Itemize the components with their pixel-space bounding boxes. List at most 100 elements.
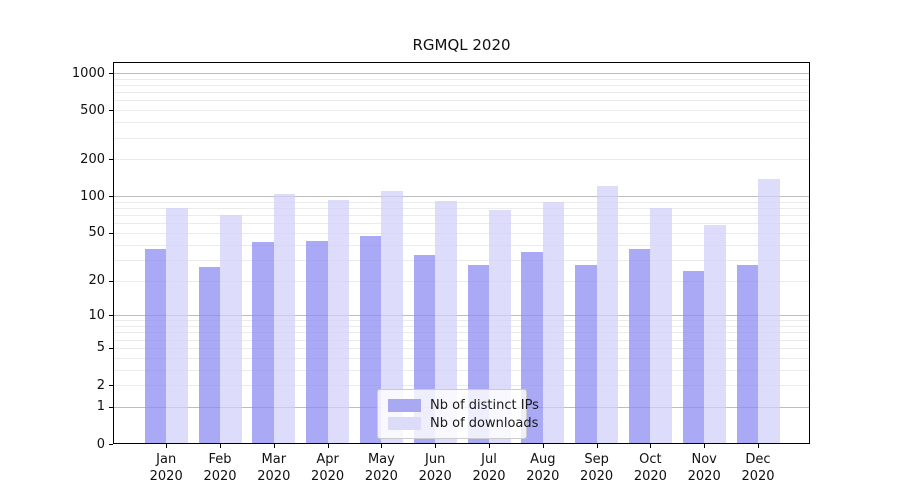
downloads-bar	[435, 200, 457, 444]
y-tick-mark	[109, 73, 113, 74]
minor-gridline	[114, 280, 809, 282]
minor-gridline	[114, 201, 809, 203]
minor-gridline	[114, 92, 809, 94]
y-tick-mark	[109, 196, 113, 198]
downloads-bar	[166, 208, 188, 444]
major-gridline	[114, 315, 809, 317]
y-tick-label: 10	[88, 307, 105, 323]
minor-gridline	[114, 122, 809, 124]
x-tick-label: Sep 2020	[580, 452, 614, 484]
y-tick-mark	[109, 280, 113, 282]
minor-gridline	[114, 110, 809, 112]
x-tick-label: Aug 2020	[526, 452, 560, 484]
major-gridline	[114, 196, 809, 198]
y-tick-mark	[109, 444, 113, 445]
x-tick-label: Feb 2020	[203, 452, 237, 484]
x-tick-mark	[542, 444, 544, 448]
y-tick-label: 200	[80, 151, 105, 167]
minor-gridline	[114, 326, 809, 327]
minor-gridline	[114, 208, 809, 209]
downloads-bar	[381, 191, 403, 444]
y-tick-label: 0	[96, 436, 105, 452]
minor-gridline	[114, 78, 809, 80]
chart-title: RGMQL 2020	[412, 36, 511, 54]
minor-gridline	[114, 232, 809, 234]
y-tick-label: 1000	[71, 65, 105, 81]
downloads-bar	[327, 200, 350, 444]
legend-item-distinct-ips: Nb of distinct IPs	[388, 396, 539, 414]
minor-gridline	[114, 320, 809, 322]
legend-label: Nb of downloads	[430, 415, 539, 431]
minor-gridline	[114, 244, 809, 246]
minor-gridline	[114, 357, 809, 359]
minor-gridline	[114, 259, 809, 261]
distinct-ips-bar	[252, 242, 274, 444]
x-tick-mark	[273, 444, 275, 448]
x-tick-label: Jan 2020	[149, 452, 183, 484]
y-tick-label: 2	[96, 377, 105, 393]
x-tick-label: Apr 2020	[311, 452, 345, 484]
y-tick-mark	[109, 110, 113, 112]
y-tick-mark	[109, 159, 113, 161]
downloads-bar	[704, 225, 726, 444]
downloads-bar	[489, 210, 511, 444]
distinct-ips-bar	[306, 240, 328, 444]
distinct-ips-bar	[359, 236, 382, 444]
x-tick-mark	[596, 444, 598, 448]
minor-gridline	[114, 332, 809, 334]
x-tick-label: May 2020	[364, 452, 398, 484]
x-tick-mark	[220, 444, 221, 448]
major-gridline	[114, 73, 809, 74]
minor-gridline	[114, 100, 809, 102]
minor-gridline	[114, 159, 809, 161]
distinct-ips-bar	[628, 248, 651, 444]
x-tick-mark	[166, 444, 168, 448]
minor-gridline	[114, 385, 809, 386]
distinct-ips-bar	[198, 267, 220, 444]
x-tick-mark	[650, 444, 652, 448]
x-tick-label: Oct 2020	[633, 452, 667, 484]
x-tick-mark	[758, 444, 759, 448]
y-tick-mark	[109, 315, 113, 317]
plot-area-border	[113, 62, 810, 444]
y-tick-mark	[109, 347, 113, 349]
x-tick-label: Nov 2020	[687, 452, 721, 484]
downloads-bar	[758, 179, 780, 444]
distinct-ips-bar	[575, 265, 597, 444]
minor-gridline	[114, 85, 809, 86]
minor-gridline	[114, 369, 809, 371]
x-tick-mark	[435, 444, 437, 448]
downloads-swatch	[388, 416, 421, 430]
x-tick-label: Jun 2020	[418, 452, 452, 484]
downloads-bar	[273, 193, 296, 444]
y-tick-mark	[109, 232, 113, 234]
x-tick-label: Dec 2020	[741, 452, 775, 484]
downloads-bar	[220, 215, 242, 444]
minor-gridline	[114, 339, 809, 341]
x-tick-mark	[704, 444, 706, 448]
y-tick-mark	[109, 385, 113, 386]
downloads-bar	[650, 208, 672, 444]
x-tick-label: Mar 2020	[257, 452, 291, 484]
y-tick-label: 500	[80, 102, 105, 118]
downloads-bar	[596, 186, 619, 444]
y-tick-label: 5	[96, 340, 105, 356]
y-tick-mark	[109, 406, 113, 408]
x-tick-label: Jul 2020	[472, 452, 506, 484]
x-tick-mark	[327, 444, 329, 448]
y-tick-label: 50	[88, 225, 105, 241]
minor-gridline	[114, 347, 809, 349]
y-tick-label: 1	[96, 399, 105, 415]
distinct-ips-swatch	[388, 398, 421, 412]
y-tick-label: 100	[80, 188, 105, 204]
minor-gridline	[114, 223, 809, 225]
legend-label: Nb of distinct IPs	[430, 397, 539, 413]
minor-gridline	[114, 137, 809, 139]
y-tick-label: 20	[88, 273, 105, 288]
downloads-bar	[542, 202, 565, 444]
legend-item-downloads: Nb of downloads	[388, 414, 538, 432]
legend: Nb of distinct IPs Nb of downloads	[377, 389, 539, 439]
minor-gridline	[114, 215, 809, 217]
x-tick-mark	[381, 444, 383, 448]
